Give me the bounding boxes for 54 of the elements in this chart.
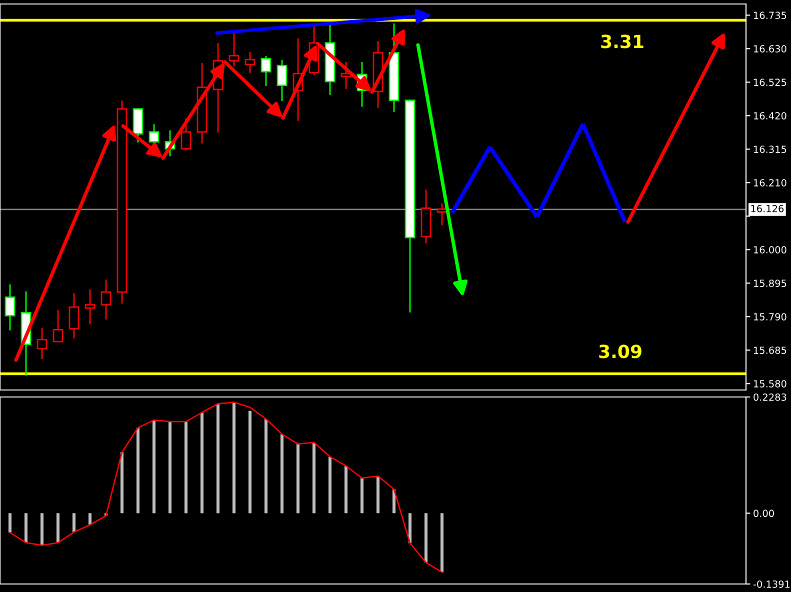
bar	[424, 513, 428, 563]
y-tick-label: 16.630	[754, 45, 786, 52]
y-tick-label: 16.735	[754, 12, 786, 19]
candlestick	[276, 60, 288, 102]
bar	[296, 444, 300, 514]
bar	[152, 420, 156, 514]
y-tick-label: 0.00	[754, 510, 774, 518]
bar	[120, 452, 124, 514]
bar	[248, 410, 252, 514]
bar	[344, 466, 348, 514]
y-tick-label: 16.210	[754, 179, 786, 186]
candlestick	[68, 293, 80, 338]
bar	[136, 428, 140, 514]
candlestick	[100, 280, 112, 320]
y-tick-label: 15.685	[754, 346, 786, 354]
candlestick	[4, 284, 16, 330]
bar	[40, 513, 44, 546]
candlestick	[52, 310, 64, 342]
bar	[376, 476, 380, 514]
y-tick-label: 16.000	[754, 246, 786, 254]
y-tick-label: 16.525	[754, 78, 786, 86]
candlestick	[180, 118, 192, 150]
ref-line-label: 16.126	[751, 204, 784, 212]
bar	[88, 513, 92, 525]
bar	[360, 478, 364, 514]
y-tick-label: 16.420	[754, 112, 786, 120]
line-series	[9, 402, 443, 573]
candlestick	[84, 289, 96, 324]
bar	[56, 513, 60, 543]
y-tick-label: 0.2283	[754, 393, 786, 401]
bar	[216, 404, 220, 514]
bar	[168, 422, 172, 514]
bar	[184, 422, 188, 514]
y-tick-label: 15.895	[754, 280, 786, 287]
bar	[232, 402, 236, 514]
bar	[72, 513, 76, 532]
bar	[280, 434, 284, 514]
y-tick-label: 15.790	[754, 313, 786, 320]
bar	[440, 513, 444, 572]
annotation: 3.31	[601, 34, 644, 48]
bar	[200, 412, 204, 514]
annotation: 3.09	[599, 344, 642, 358]
bar	[264, 419, 268, 514]
y-tick-label: 15.580	[754, 380, 786, 388]
y-tick-label: -0.1391	[753, 580, 790, 588]
bar	[328, 456, 332, 514]
candlestick	[260, 56, 272, 86]
candlestick	[36, 328, 48, 360]
bar	[24, 513, 28, 543]
y-tick-label: 16.315	[754, 146, 786, 153]
bar	[312, 442, 316, 514]
candlestick	[244, 52, 256, 74]
bar	[408, 513, 412, 544]
bar	[8, 513, 12, 533]
